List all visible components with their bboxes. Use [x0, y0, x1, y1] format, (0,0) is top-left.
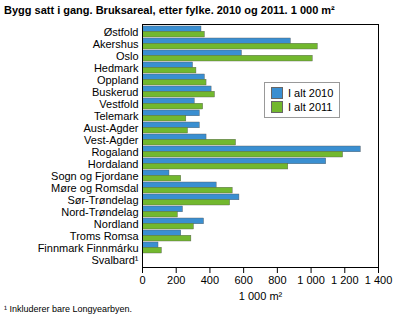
html-text:¹ Inkluderer bare Longyearbyen: ¹ Inkluderer bare Longyearbyen.	[4, 304, 133, 314]
svg-text:Møre og Romsdal: Møre og Romsdal	[51, 182, 138, 194]
svg-text:Nord-Trøndelag: Nord-Trøndelag	[61, 206, 138, 218]
html-text:I alt 2010: I alt 2010	[288, 87, 334, 99]
svg-text:1 400: 1 400	[365, 274, 393, 286]
svg-text:Vestfold: Vestfold	[99, 98, 138, 110]
svg-text:Sogn og Fjordane: Sogn og Fjordane	[51, 170, 138, 182]
svg-text:Aust-Agder: Aust-Agder	[83, 122, 138, 134]
svg-text:0: 0	[139, 274, 145, 286]
svg-text:Finnmark Finnmárku: Finnmark Finnmárku	[38, 242, 139, 254]
svg-text:Telemark: Telemark	[94, 110, 139, 122]
svg-text:Hedmark: Hedmark	[94, 62, 139, 74]
svg-text:Østfold: Østfold	[104, 26, 139, 38]
svg-text:400: 400	[201, 274, 219, 286]
svg-text:600: 600	[234, 274, 252, 286]
html-text:I alt 2011: I alt 2011	[288, 101, 333, 113]
svg-text:Nordland: Nordland	[94, 218, 139, 230]
svg-text:Oppland: Oppland	[97, 74, 139, 86]
svg-text:Svalbard¹: Svalbard¹	[91, 254, 138, 266]
svg-text:Sør-Trøndelag: Sør-Trøndelag	[67, 194, 138, 206]
svg-text:Troms Romsa: Troms Romsa	[70, 230, 140, 242]
svg-text:Akershus: Akershus	[93, 38, 139, 50]
html-text:Bygg satt i gang. Bruksareal,: Bygg satt i gang. Bruksareal, etter fylk…	[4, 4, 335, 16]
svg-text:1 000: 1 000	[297, 274, 325, 286]
svg-text:Rogaland: Rogaland	[91, 146, 138, 158]
svg-text:Buskerud: Buskerud	[92, 86, 138, 98]
svg-text:Hordaland: Hordaland	[88, 158, 139, 170]
svg-text:Vest-Agder: Vest-Agder	[84, 134, 139, 146]
svg-text:200: 200	[167, 274, 185, 286]
svg-text:800: 800	[268, 274, 286, 286]
svg-text:Oslo: Oslo	[116, 50, 139, 62]
svg-text:1 200: 1 200	[331, 274, 359, 286]
svg-text:1 000 m²: 1 000 m²	[239, 290, 283, 302]
